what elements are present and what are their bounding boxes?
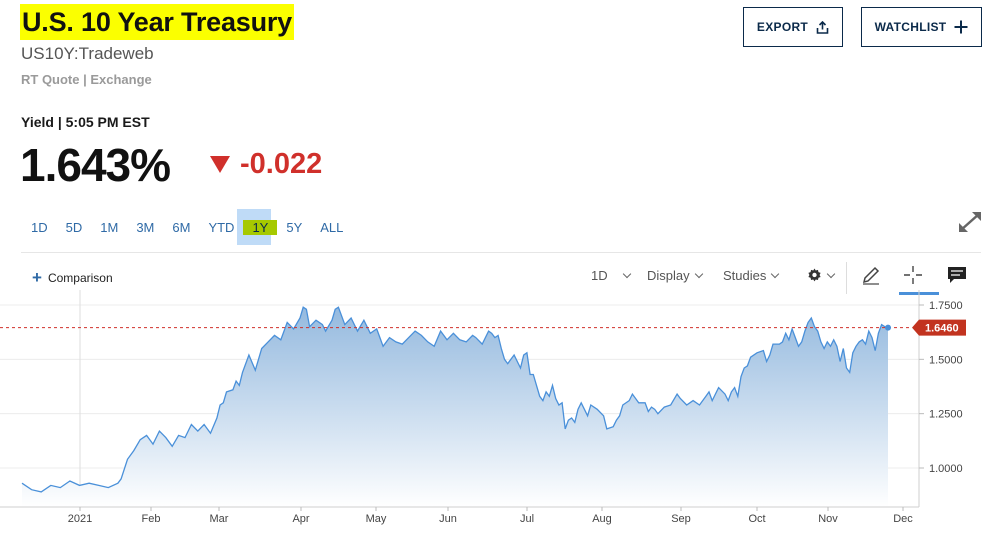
price-value: 1.643% <box>20 139 171 191</box>
quote-source-label: RT Quote | Exchange <box>21 72 152 87</box>
x-tick-label: 2021 <box>68 513 92 525</box>
chevron-down-icon <box>771 269 780 279</box>
x-tick-label: Jun <box>439 513 457 525</box>
interval-dropdown[interactable]: 1D <box>591 268 631 283</box>
last-value-badge: 1.6460 <box>912 319 966 336</box>
settings-dropdown[interactable] <box>807 268 836 283</box>
range-3m[interactable]: 3M <box>136 220 155 235</box>
range-1y[interactable]: 1Y <box>243 220 278 235</box>
export-button[interactable]: EXPORT <box>743 7 843 47</box>
crosshair-icon[interactable] <box>902 264 924 286</box>
export-button-label: EXPORT <box>756 20 809 34</box>
studies-dropdown[interactable]: Studies <box>723 268 780 283</box>
last-value-dot <box>885 324 891 331</box>
symbol-label: US10Y:Tradeweb <box>21 44 154 63</box>
y-tick-label: 1.7500 <box>929 300 963 312</box>
toolbar-divider <box>21 252 981 253</box>
range-5y[interactable]: 5Y <box>286 220 303 235</box>
chevron-down-icon <box>694 269 703 279</box>
chevron-down-icon <box>622 269 631 279</box>
range-1m[interactable]: 1M <box>100 220 119 235</box>
range-5d[interactable]: 5D <box>65 220 83 235</box>
range-all[interactable]: ALL <box>320 220 344 235</box>
watchlist-button[interactable]: WATCHLIST <box>861 7 982 47</box>
y-tick-label: 1.5000 <box>929 354 963 366</box>
y-tick-label: 1.0000 <box>929 463 963 475</box>
expand-icon[interactable] <box>957 210 983 234</box>
x-tick-label: Aug <box>592 513 612 525</box>
display-label: Display <box>647 268 690 283</box>
yield-area-fill <box>22 307 888 507</box>
interval-label: 1D <box>591 268 608 283</box>
yield-time-label: Yield | 5:05 PM EST <box>21 114 150 130</box>
yield-chart[interactable]: 1.7500 1.5000 1.2500 1.0000 2021 Feb Mar Apr Ma… <box>0 290 991 553</box>
plus-icon: + <box>32 268 42 287</box>
gear-icon <box>808 268 821 282</box>
last-value-label: 1.6460 <box>925 323 959 335</box>
plus-icon <box>954 20 968 34</box>
x-tick-label: May <box>366 513 387 525</box>
chevron-down-icon <box>826 269 836 279</box>
comparison-button[interactable]: + Comparison <box>32 268 113 287</box>
x-tick-label: Feb <box>142 513 161 525</box>
x-tick-label: Sep <box>671 513 691 525</box>
watchlist-button-label: WATCHLIST <box>874 20 947 34</box>
x-tick-label: Dec <box>893 513 913 525</box>
comment-icon[interactable] <box>946 264 968 286</box>
comparison-label: Comparison <box>47 271 113 285</box>
x-tick-label: Oct <box>748 513 765 525</box>
yield-line <box>21 306 889 493</box>
price-change-value: -0.022 <box>240 148 323 180</box>
x-tick-label: Nov <box>818 513 838 525</box>
price-change: -0.022 <box>210 148 322 181</box>
x-tick-label: Apr <box>292 513 309 525</box>
range-1y-wrap: 1Y <box>237 209 278 245</box>
x-tick-label: Mar <box>210 513 229 525</box>
x-tick-label: Jul <box>520 513 534 525</box>
toolbar-separator <box>846 262 847 294</box>
studies-label: Studies <box>723 268 767 283</box>
y-tick-label: 1.2500 <box>929 409 963 421</box>
pencil-icon[interactable] <box>860 264 882 286</box>
range-6m[interactable]: 6M <box>172 220 191 235</box>
page-title: U.S. 10 Year Treasury <box>20 4 294 40</box>
time-range-selector: 1D 5D 1M 3M 6M YTD 1Y 5Y ALL <box>22 209 352 245</box>
range-1d[interactable]: 1D <box>31 220 48 235</box>
display-dropdown[interactable]: Display <box>647 268 703 283</box>
share-icon <box>816 20 829 34</box>
range-ytd[interactable]: YTD <box>208 220 235 235</box>
down-arrow-icon <box>210 156 230 173</box>
